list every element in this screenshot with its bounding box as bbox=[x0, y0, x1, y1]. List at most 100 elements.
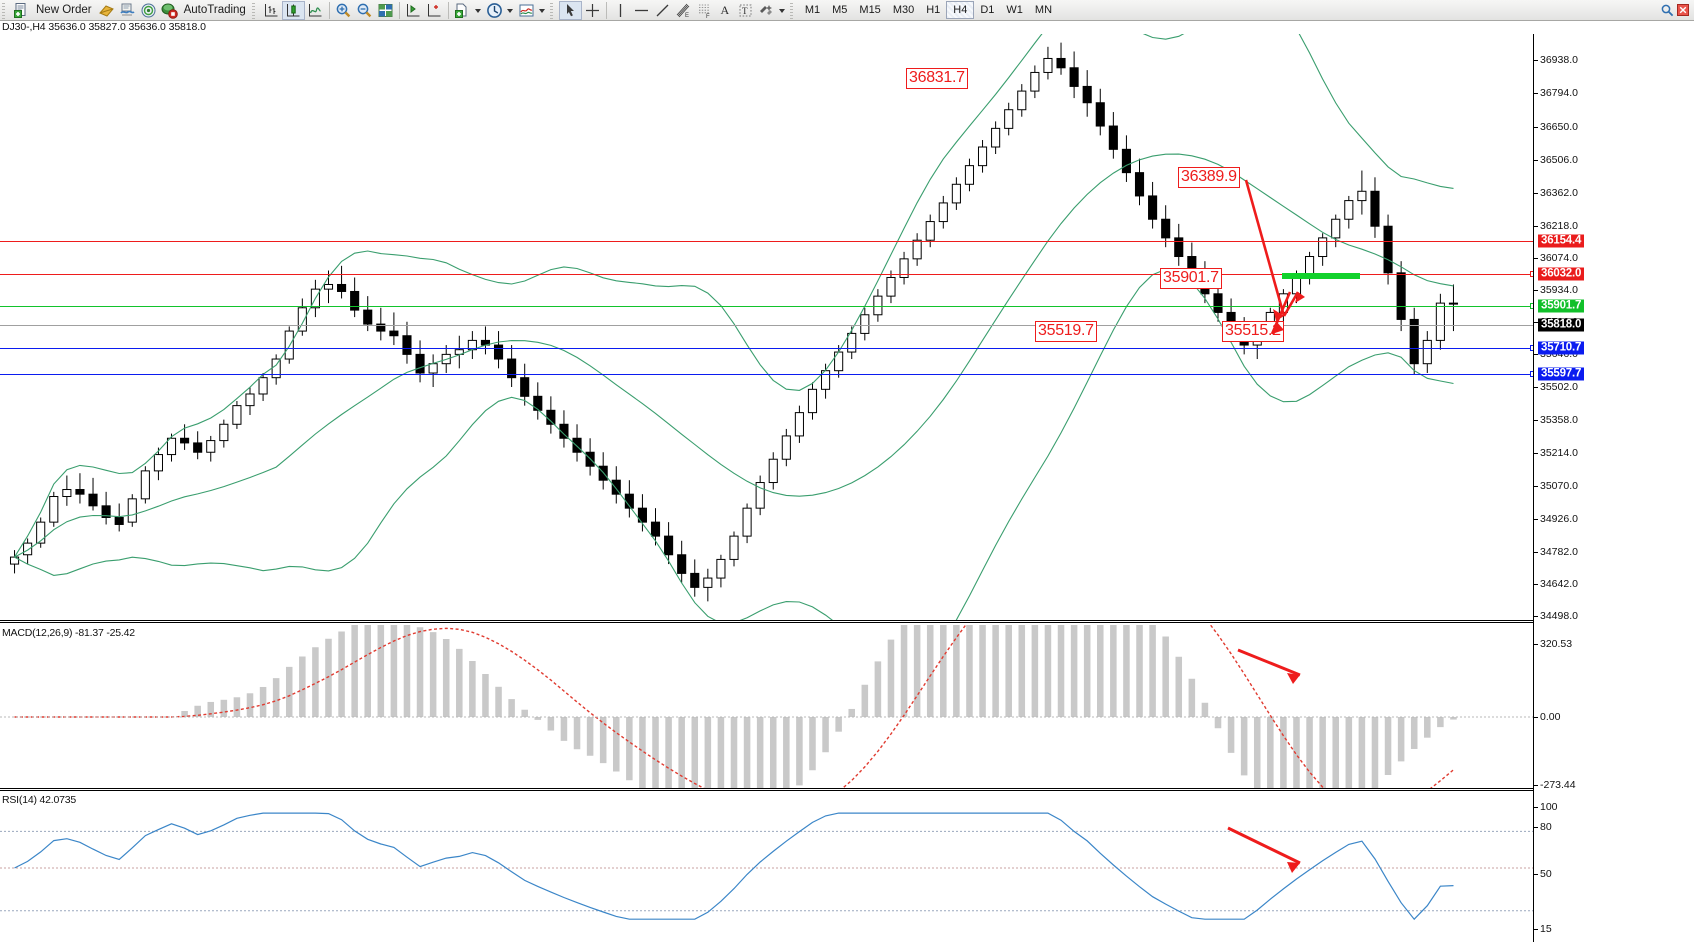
rsi-axis-label: 15 bbox=[1540, 923, 1552, 935]
new-order-icon[interactable] bbox=[11, 1, 32, 20]
cursor-icon[interactable] bbox=[558, 0, 582, 20]
candlestick-chart-icon[interactable] bbox=[281, 0, 305, 20]
level-line-current-price-35818[interactable] bbox=[0, 325, 1533, 326]
timeframe-mn[interactable]: MN bbox=[1034, 4, 1053, 16]
price-axis-tick bbox=[1534, 193, 1538, 194]
rsi-plot bbox=[0, 812, 1533, 921]
timeframe-m30[interactable]: M30 bbox=[892, 4, 915, 16]
properties-icon[interactable] bbox=[516, 1, 537, 20]
price-axis-tick bbox=[1534, 453, 1538, 454]
timeframe-d1[interactable]: D1 bbox=[980, 4, 995, 16]
close-icon[interactable] bbox=[1675, 2, 1691, 18]
price-axis-tick bbox=[1534, 420, 1538, 421]
indicators-icon[interactable] bbox=[138, 1, 159, 20]
price-tag-36032-0[interactable]: 36032.0 bbox=[1538, 267, 1585, 281]
new-order-label[interactable]: New Order bbox=[36, 4, 92, 16]
price-axis[interactable]: 36938.0 36794.0 36650.0 36506.0 36362.0 36218… bbox=[1534, 34, 1694, 942]
toolbar-separator-2 bbox=[398, 1, 400, 19]
drawings-chevron-down-icon[interactable] bbox=[778, 9, 785, 13]
price-axis-label: 36650.0 bbox=[1540, 121, 1578, 133]
horizontal-line-icon[interactable] bbox=[631, 1, 652, 20]
price-axis-label: 35214.0 bbox=[1540, 447, 1578, 459]
rsi-label: RSI(14) 42.0735 bbox=[2, 794, 77, 806]
price-axis-tick bbox=[1534, 616, 1538, 617]
rsi-axis-label: 80 bbox=[1540, 821, 1552, 833]
bar-chart-icon[interactable] bbox=[261, 1, 282, 20]
price-candles bbox=[9, 34, 1459, 620]
callout-35901-7[interactable]: 35901.7 bbox=[1160, 268, 1222, 289]
price-axis-label: 34926.0 bbox=[1540, 513, 1578, 525]
callout-35515-2[interactable]: 35515.2 bbox=[1222, 321, 1284, 342]
rsi-axis-tick bbox=[1534, 807, 1538, 808]
rsi-pane[interactable] bbox=[0, 793, 1533, 942]
callout-36389-9[interactable]: 36389.9 bbox=[1178, 167, 1240, 188]
callout-35519-7[interactable]: 35519.7 bbox=[1035, 321, 1097, 342]
macd-label: MACD(12,26,9) -81.37 -25.42 bbox=[2, 627, 135, 639]
chart-shift-icon[interactable] bbox=[424, 1, 445, 20]
timeframe-m1[interactable]: M1 bbox=[804, 4, 821, 16]
autotrading-icon[interactable] bbox=[159, 1, 180, 20]
toolbar-grip-4[interactable] bbox=[788, 1, 796, 19]
rsi-axis-tick bbox=[1534, 929, 1538, 930]
level-line-resistance-36154[interactable] bbox=[0, 241, 1533, 242]
price-tag-35818-0[interactable]: 35818.0 bbox=[1538, 318, 1585, 332]
macd-axis-tick bbox=[1534, 644, 1538, 645]
timeframe-m15[interactable]: M15 bbox=[859, 4, 881, 16]
level-line-support-35597[interactable] bbox=[0, 374, 1533, 375]
level-line-target-35901[interactable] bbox=[0, 306, 1533, 307]
equidistant-channel-icon[interactable]: E bbox=[673, 1, 694, 20]
price-axis-tick bbox=[1534, 387, 1538, 388]
toolbar-grip-3[interactable] bbox=[548, 1, 556, 19]
toolbar-separator-4 bbox=[605, 1, 607, 19]
price-axis-label: 36218.0 bbox=[1540, 220, 1578, 232]
autotrading-label[interactable]: AutoTrading bbox=[183, 4, 246, 16]
price-tag-36154-4[interactable]: 36154.4 bbox=[1538, 234, 1585, 248]
toolbar-grip-1[interactable] bbox=[1, 1, 8, 19]
svg-text:F: F bbox=[706, 14, 710, 19]
text-label-icon[interactable]: T bbox=[735, 1, 756, 20]
print-icon[interactable] bbox=[117, 1, 138, 20]
price-macd-divider bbox=[0, 620, 1533, 623]
drawings-icon[interactable] bbox=[756, 1, 777, 20]
toolbar-grip-2[interactable] bbox=[250, 1, 258, 19]
price-tag-35710-7[interactable]: 35710.7 bbox=[1538, 341, 1585, 355]
properties-chevron-down-icon[interactable] bbox=[538, 9, 545, 13]
template-chevron-down-icon[interactable] bbox=[474, 9, 481, 13]
timeframe-m5[interactable]: M5 bbox=[832, 4, 848, 16]
period-chevron-down-icon[interactable] bbox=[506, 9, 513, 13]
level-line-resistance-36032[interactable] bbox=[0, 274, 1533, 275]
fibonacci-retracement-icon[interactable]: F bbox=[694, 1, 715, 20]
chart-autoscroll-icon[interactable] bbox=[403, 1, 424, 20]
timeframe-w1[interactable]: W1 bbox=[1006, 4, 1023, 16]
price-axis-tick bbox=[1534, 486, 1538, 487]
callout-36831-7[interactable]: 36831.7 bbox=[906, 68, 968, 89]
zoom-in-icon[interactable] bbox=[333, 1, 354, 20]
macd-pane[interactable] bbox=[0, 625, 1533, 788]
price-pane[interactable] bbox=[0, 34, 1533, 620]
macd-axis-label: -273.44 bbox=[1540, 779, 1576, 791]
chart-grid-icon[interactable] bbox=[375, 1, 396, 20]
macd-axis-label: 320.53 bbox=[1540, 638, 1573, 650]
chart-area[interactable]: 36831.7 36389.9 35901.7 35519.7 35515.2 MACD… bbox=[0, 34, 1694, 942]
trendline-icon[interactable] bbox=[652, 1, 673, 20]
price-axis-tick bbox=[1534, 354, 1538, 355]
price-axis-label: 35934.0 bbox=[1540, 284, 1578, 296]
template-icon[interactable] bbox=[452, 1, 473, 20]
line-chart-icon[interactable] bbox=[305, 1, 326, 20]
price-tag-35597-7[interactable]: 35597.7 bbox=[1538, 367, 1585, 381]
text-icon[interactable]: A bbox=[720, 2, 730, 17]
main-toolbar: New Order bbox=[0, 0, 1694, 21]
timeframe-h1[interactable]: H1 bbox=[926, 4, 941, 16]
crosshair-icon[interactable] bbox=[582, 1, 603, 20]
price-axis-label: 36794.0 bbox=[1540, 87, 1578, 99]
vertical-line-icon[interactable] bbox=[610, 1, 631, 20]
timeframe-h4[interactable]: H4 bbox=[946, 1, 975, 19]
level-line-support-35710[interactable] bbox=[0, 348, 1533, 349]
zoom-out-icon[interactable] bbox=[354, 1, 375, 20]
search-icon[interactable] bbox=[1659, 2, 1675, 18]
price-tag-35901-7[interactable]: 35901.7 bbox=[1538, 299, 1585, 313]
expert-advisors-icon[interactable] bbox=[96, 1, 117, 20]
period-separator-icon[interactable] bbox=[484, 1, 505, 20]
toolbar-separator-3 bbox=[447, 1, 449, 19]
price-axis-tick bbox=[1534, 584, 1538, 585]
